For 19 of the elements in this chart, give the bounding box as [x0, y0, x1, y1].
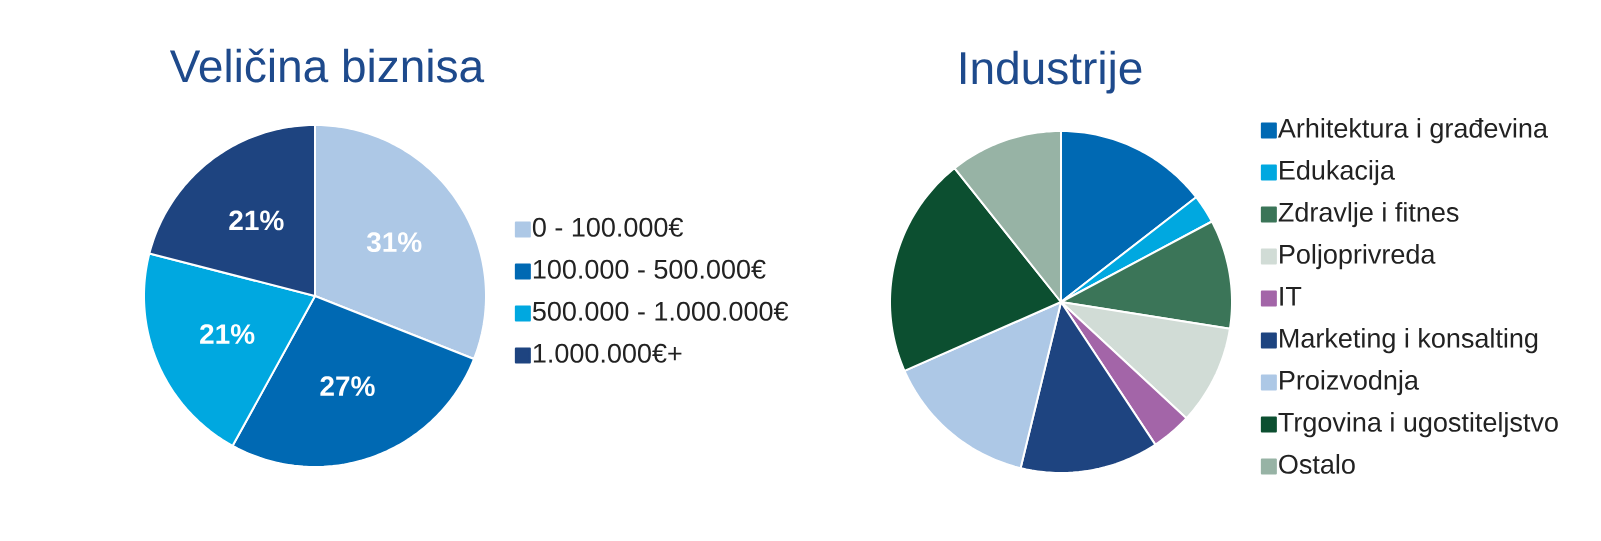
legend-label: 0 - 100.000€	[532, 217, 684, 237]
legend-label: IT	[1280, 287, 1302, 306]
legend-label: Arhitektura i građevina	[1277, 118, 1548, 144]
legend-label: Zdravlje i fitnes	[1278, 202, 1459, 228]
legend-label: Ostalo	[1279, 454, 1355, 474]
legend-label: Edukacija	[1280, 160, 1395, 186]
legend-label: 500.000 - 1.000.000€	[532, 301, 789, 321]
data-label: 27%	[320, 376, 375, 396]
legend-label: Marketing i konsalting	[1280, 328, 1538, 354]
legend-label: 1.000.000€+	[533, 343, 682, 363]
chart-title: Veličina biznisa	[169, 48, 485, 83]
data-label: 21%	[200, 324, 255, 344]
data-label: 31%	[366, 232, 422, 253]
legend-label: Poljoprivreda	[1280, 244, 1436, 270]
legend-label: 100.000 - 500.000€	[533, 259, 766, 279]
legend-label: Proizvodnja	[1280, 370, 1419, 396]
chart-title: Industrije	[960, 50, 1142, 94]
legend-label: Trgovina i ugostiteljstvo	[1278, 412, 1558, 438]
data-label: 21%	[229, 210, 284, 231]
